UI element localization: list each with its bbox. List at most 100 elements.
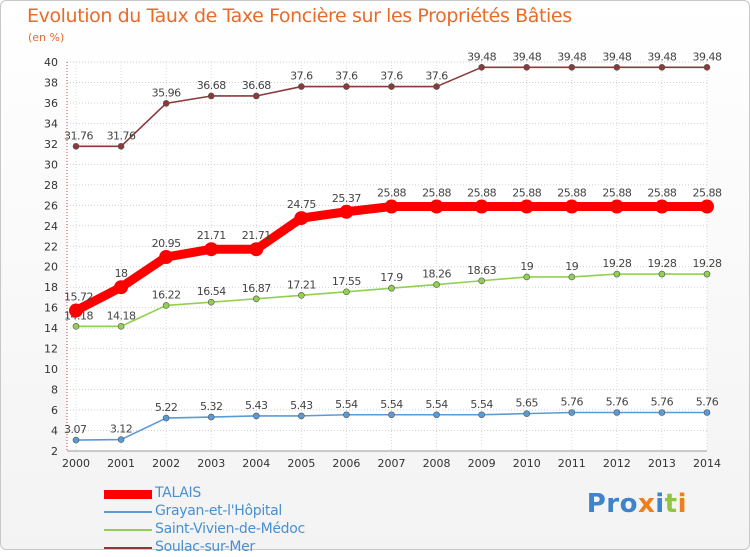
- legend-label: Grayan-et-l'Hôpital: [155, 503, 282, 519]
- data-point: [703, 270, 711, 278]
- data-label: 39.48: [467, 50, 496, 63]
- data-label: 39.48: [512, 50, 541, 63]
- data-point: [658, 64, 666, 71]
- data-label: 25.88: [512, 187, 541, 200]
- y-tick-label: 40: [44, 56, 58, 69]
- data-point: [343, 288, 350, 296]
- data-point: [609, 199, 624, 214]
- data-label: 25.88: [377, 187, 406, 200]
- data-label: 16.22: [152, 288, 181, 301]
- data-label: 18.26: [422, 268, 451, 281]
- data-label: 5.65: [515, 397, 538, 410]
- data-label: 25.88: [557, 187, 586, 200]
- x-tick-label: 2010: [513, 457, 541, 470]
- data-label: 5.76: [561, 396, 584, 409]
- data-label: 36.68: [197, 79, 226, 92]
- data-point: [384, 199, 399, 214]
- data-label: 18.63: [467, 264, 496, 277]
- data-label: 39.48: [647, 50, 676, 63]
- data-label: 3.12: [110, 423, 133, 436]
- data-label: 25.37: [332, 192, 361, 205]
- y-tick-label: 10: [44, 363, 58, 376]
- data-point: [207, 413, 215, 421]
- data-point: [204, 242, 219, 257]
- data-point: [564, 199, 579, 214]
- data-label: 21.71: [197, 229, 226, 242]
- data-label: 39.48: [693, 50, 722, 63]
- data-point: [339, 204, 354, 219]
- x-tick-label: 2002: [152, 457, 180, 470]
- data-point: [658, 270, 666, 278]
- data-label: 37.6: [335, 70, 358, 83]
- y-tick-label: 6: [51, 404, 58, 417]
- y-tick-label: 38: [44, 76, 58, 89]
- data-label: 35.96: [152, 86, 181, 99]
- legend-label: Saint-Vivien-de-Médoc: [155, 521, 305, 537]
- data-label: 16.87: [242, 282, 271, 295]
- data-label: 5.54: [335, 398, 358, 411]
- data-point: [429, 199, 444, 214]
- data-label: 21.71: [242, 229, 271, 242]
- data-point: [72, 323, 80, 330]
- data-point: [249, 242, 264, 257]
- y-tick-label: 28: [44, 179, 58, 192]
- data-point: [114, 280, 129, 295]
- data-point: [433, 281, 440, 288]
- data-point: [703, 409, 711, 416]
- data-point: [474, 199, 489, 214]
- data-point: [613, 64, 621, 71]
- data-point: [613, 409, 621, 416]
- data-point: [207, 92, 215, 100]
- x-tick-label: 2013: [648, 457, 676, 470]
- x-tick-label: 2006: [332, 457, 360, 470]
- data-label: 37.6: [425, 70, 448, 83]
- data-point: [519, 199, 534, 214]
- data-label: 5.43: [290, 399, 313, 412]
- y-tick-label: 34: [44, 117, 58, 130]
- y-tick-label: 36: [44, 97, 58, 110]
- legend-label: Soulac-sur-Mer: [155, 539, 255, 555]
- data-point: [568, 64, 576, 71]
- data-point: [298, 83, 305, 90]
- data-label: 5.22: [155, 401, 178, 414]
- data-label: 19.28: [647, 257, 676, 270]
- y-tick-label: 8: [51, 384, 58, 397]
- x-tick-label: 2014: [693, 457, 721, 470]
- data-point: [613, 270, 621, 278]
- x-tick-label: 2004: [242, 457, 270, 470]
- data-point: [117, 436, 125, 443]
- data-point: [343, 411, 350, 419]
- x-tick-label: 2012: [603, 457, 631, 470]
- data-point: [162, 414, 170, 422]
- data-point: [523, 410, 531, 417]
- data-label: 31.76: [64, 129, 93, 142]
- y-tick-label: 16: [44, 302, 58, 315]
- chart-title: Evolution du Taux de Taxe Foncière sur l…: [27, 5, 572, 27]
- data-label: 5.43: [245, 399, 268, 412]
- data-point: [703, 64, 711, 71]
- data-label: 25.88: [422, 187, 451, 200]
- y-tick-label: 4: [51, 425, 58, 438]
- legend-label: TALAIS: [155, 485, 201, 501]
- data-point: [568, 409, 576, 416]
- brand-logo: Proxiti: [586, 489, 687, 519]
- x-tick-label: 2008: [423, 457, 451, 470]
- x-tick-label: 2007: [378, 457, 406, 470]
- data-point: [478, 277, 485, 285]
- data-label: 31.76: [107, 129, 136, 142]
- data-label: 14.18: [107, 309, 136, 322]
- data-label: 17.9: [380, 271, 403, 284]
- data-point: [433, 411, 440, 419]
- legend-swatch: [104, 529, 152, 531]
- line-chart: 2468101214161820222426283032343638402000…: [44, 50, 722, 470]
- data-label: 5.54: [470, 398, 493, 411]
- data-label: 5.54: [380, 398, 403, 411]
- legend-swatch: [104, 547, 152, 549]
- y-tick-label: 30: [44, 158, 58, 171]
- data-point: [388, 83, 395, 90]
- data-point: [343, 83, 350, 90]
- data-label: 5.76: [606, 396, 629, 409]
- data-label: 25.88: [467, 187, 496, 200]
- data-label: 20.95: [152, 237, 181, 250]
- data-point: [252, 92, 260, 100]
